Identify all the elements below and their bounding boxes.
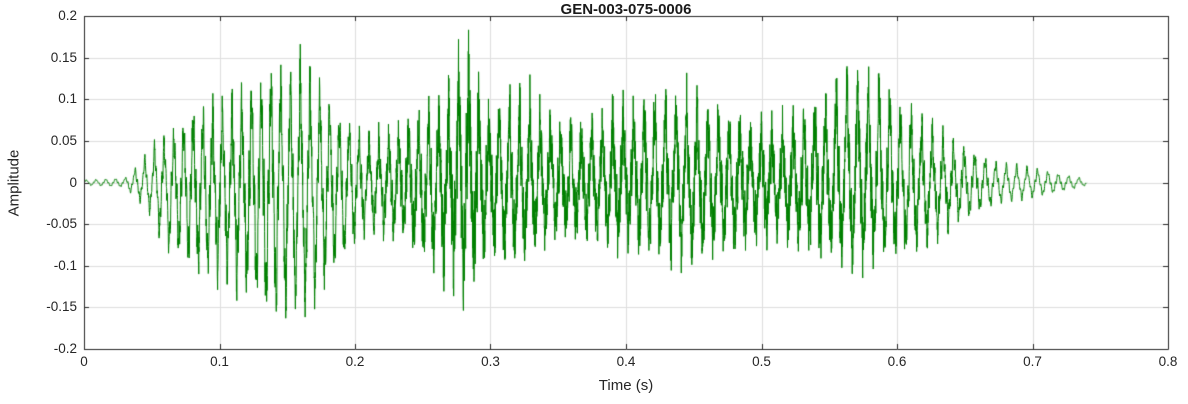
x-tick-label: 0.5 [752,354,771,369]
y-tick-label: 0.1 [58,91,77,107]
x-tick-label: 0.3 [481,354,500,369]
y-tick-label: 0.2 [58,8,77,23]
y-tick-label: -0.05 [46,216,77,232]
y-tick-label: -0.1 [53,257,77,273]
x-tick-label: 0.2 [345,354,365,369]
x-tick-label: 0.7 [1023,354,1042,369]
x-axis-label: Time (s) [598,377,654,394]
y-tick-label: 0.05 [50,132,77,148]
x-tick-label: 0.6 [887,354,907,369]
x-tick-label: 0.1 [210,354,229,369]
x-tick-label: 0.4 [616,354,636,369]
chart-title: GEN-003-075-0006 [560,1,692,18]
y-tick-label: -0.15 [46,299,77,315]
y-tick-label: -0.2 [53,341,77,356]
y-tick-label: 0.15 [50,49,77,65]
y-tick-label: 0 [69,174,77,190]
x-tick-label: 0 [80,354,88,369]
x-tick-label: 0.8 [1158,354,1178,369]
